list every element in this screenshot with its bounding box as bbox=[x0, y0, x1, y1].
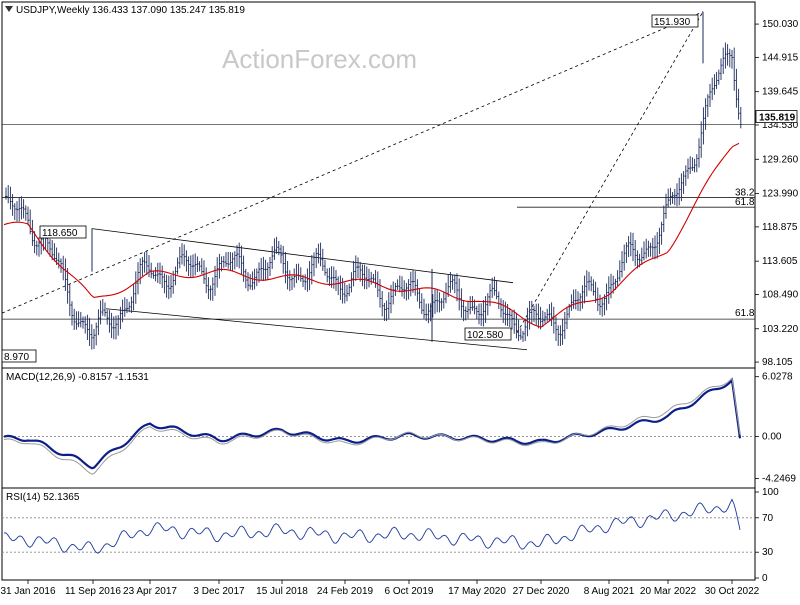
ma-line-group bbox=[3, 142, 740, 328]
rsi-title: RSI(14) 52.1365 bbox=[6, 492, 80, 503]
last-price-box bbox=[755, 110, 798, 123]
rsi-tick-label: 100 bbox=[762, 487, 779, 498]
fib-label: 61.8 bbox=[735, 197, 755, 208]
trendline-dotted bbox=[1, 11, 704, 314]
point-label-box bbox=[651, 14, 699, 28]
macd-main-line bbox=[3, 377, 741, 475]
macd-title: MACD(12,26,9) -0.8157 -1.1531 bbox=[6, 372, 149, 383]
trendlines bbox=[1, 11, 704, 351]
point-label-box bbox=[464, 327, 512, 341]
point-label-box bbox=[39, 225, 87, 239]
x-tick-label: 20 Mar 2022 bbox=[640, 586, 697, 597]
price-tick-label: 129.260 bbox=[762, 154, 799, 165]
trendline-dotted-2 bbox=[516, 11, 704, 334]
rsi-tick-label: 0 bbox=[762, 573, 768, 584]
point-label: 102.580 bbox=[467, 330, 504, 341]
watermark-text: ActionForex.com bbox=[222, 44, 417, 74]
price-bars bbox=[5, 11, 742, 350]
chart-header: USDJPY,Weekly 136.433 137.090 135.247 13… bbox=[5, 5, 245, 16]
price-tick-label: 103.220 bbox=[762, 324, 799, 335]
macd-tick-label: 0.00 bbox=[762, 431, 782, 442]
rsi-tick-label: 30 bbox=[762, 547, 774, 558]
point-label: 151.930 bbox=[654, 17, 691, 28]
channel-upper-line bbox=[91, 228, 514, 284]
x-tick-label: 30 Oct 2022 bbox=[705, 586, 760, 597]
x-tick-label: 24 Feb 2019 bbox=[317, 586, 374, 597]
rsi-panel-frame bbox=[1, 487, 756, 581]
x-tick-label: 3 Dec 2017 bbox=[193, 586, 245, 597]
macd-signal-line bbox=[3, 377, 742, 470]
x-tick-label: 11 Sep 2016 bbox=[65, 586, 121, 597]
x-tick-label: 8 Aug 2021 bbox=[584, 586, 635, 597]
point-label: 118.650 bbox=[42, 228, 78, 239]
moving-average-line bbox=[3, 142, 740, 328]
x-axis: 31 Jan 2016 11 Sep 2016 23 Apr 2017 3 Dec 2… bbox=[0, 580, 760, 597]
point-label-box bbox=[1, 349, 37, 363]
rsi-line bbox=[3, 498, 741, 554]
rsi-tick-label: 70 bbox=[762, 513, 774, 524]
last-price-label: 135.819 bbox=[759, 113, 796, 124]
point-label: 8.970 bbox=[4, 352, 29, 363]
price-tick-label: 150.030 bbox=[762, 19, 799, 30]
price-axis: 150.030 144.915 139.645 134.530 129.260 123.9… bbox=[755, 19, 799, 368]
price-tick-label: 123.990 bbox=[762, 189, 799, 200]
x-tick-label: 15 Jul 2018 bbox=[256, 586, 308, 597]
fib-label: 38.2 bbox=[735, 187, 755, 198]
price-tick-label: 108.490 bbox=[762, 289, 799, 300]
x-tick-label: 31 Jan 2016 bbox=[0, 586, 55, 597]
price-tick-label: 139.645 bbox=[762, 87, 799, 98]
price-tick-label: 118.875 bbox=[762, 222, 798, 233]
price-tick-label: 98.105 bbox=[762, 357, 793, 368]
header-ohlc: 136.433 137.090 135.247 135.819 bbox=[92, 5, 245, 16]
price-levels bbox=[2, 124, 755, 320]
x-tick-label: 23 Apr 2017 bbox=[123, 586, 177, 597]
macd-tick-label: -4.2469 bbox=[762, 474, 796, 485]
price-tick-label: 113.605 bbox=[762, 256, 798, 267]
macd-panel-frame bbox=[1, 367, 756, 489]
header-dropdown-icon bbox=[5, 6, 13, 12]
x-tick-label: 27 Dec 2020 bbox=[513, 586, 570, 597]
macd-tick-label: 6.0278 bbox=[762, 372, 793, 383]
macd-group: 6.0278 0.00 -4.2469 bbox=[2, 372, 796, 485]
x-tick-label: 6 Oct 2019 bbox=[385, 586, 434, 597]
x-tick-label: 17 May 2020 bbox=[448, 586, 506, 597]
price-tick-label: 134.530 bbox=[762, 120, 799, 131]
fib-label: 61.8 bbox=[735, 308, 755, 319]
rsi-group: 100 70 30 0 bbox=[2, 487, 779, 584]
price-tick-label: 144.915 bbox=[762, 52, 799, 63]
channel-lower-line bbox=[105, 308, 528, 351]
header-symbol: USDJPY,Weekly bbox=[16, 5, 90, 16]
